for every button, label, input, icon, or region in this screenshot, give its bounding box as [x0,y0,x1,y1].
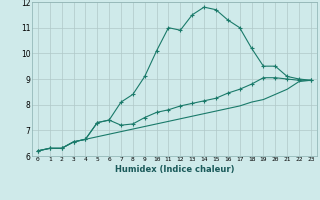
X-axis label: Humidex (Indice chaleur): Humidex (Indice chaleur) [115,165,234,174]
